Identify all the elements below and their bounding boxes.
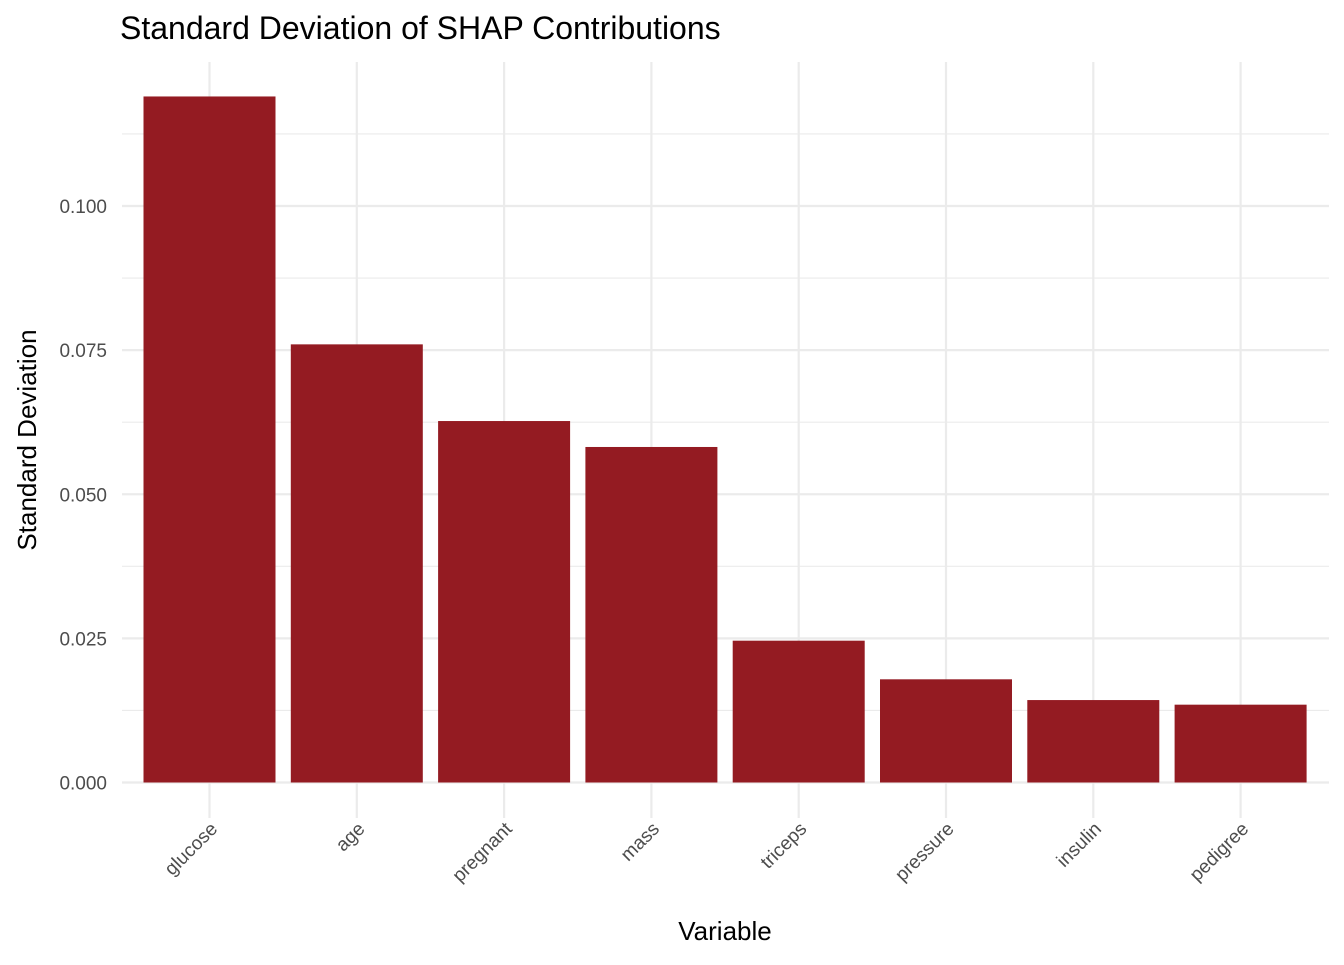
y-tick-label: 0.025 bbox=[59, 629, 107, 650]
bar-mass bbox=[585, 446, 718, 783]
y-tick-label: 0.000 bbox=[59, 774, 107, 795]
bar-pregnant bbox=[438, 421, 571, 783]
x-tick-label: triceps bbox=[757, 819, 811, 873]
x-tick-label: pressure bbox=[891, 819, 958, 886]
y-tick-label: 0.050 bbox=[59, 485, 107, 506]
y-axis-title: Standard Deviation bbox=[12, 329, 42, 550]
bars bbox=[143, 96, 1307, 783]
x-tick-label: pedigree bbox=[1186, 819, 1253, 886]
x-axis-ticks: glucose age pregnant mass triceps pressure ins… bbox=[161, 818, 1253, 886]
y-tick-label: 0.075 bbox=[59, 341, 107, 362]
x-tick-label: age bbox=[332, 819, 369, 856]
x-tick-label: mass bbox=[617, 819, 664, 866]
bar-glucose bbox=[143, 96, 276, 783]
y-tick-label: 0.100 bbox=[59, 197, 107, 218]
bar-triceps bbox=[732, 640, 865, 783]
bar-pressure bbox=[880, 679, 1012, 783]
x-tick-label: insulin bbox=[1053, 819, 1106, 872]
bar-age bbox=[290, 344, 423, 783]
x-tick-label: pregnant bbox=[449, 818, 517, 886]
bar-insulin bbox=[1027, 700, 1160, 783]
chart-title: Standard Deviation of SHAP Contributions bbox=[120, 10, 721, 46]
x-axis-title: Variable bbox=[678, 916, 771, 946]
bar-pedigree bbox=[1174, 704, 1307, 783]
y-axis-ticks: 0.000 0.025 0.050 0.075 0.100 bbox=[59, 197, 107, 795]
x-tick-label: glucose bbox=[161, 819, 222, 880]
